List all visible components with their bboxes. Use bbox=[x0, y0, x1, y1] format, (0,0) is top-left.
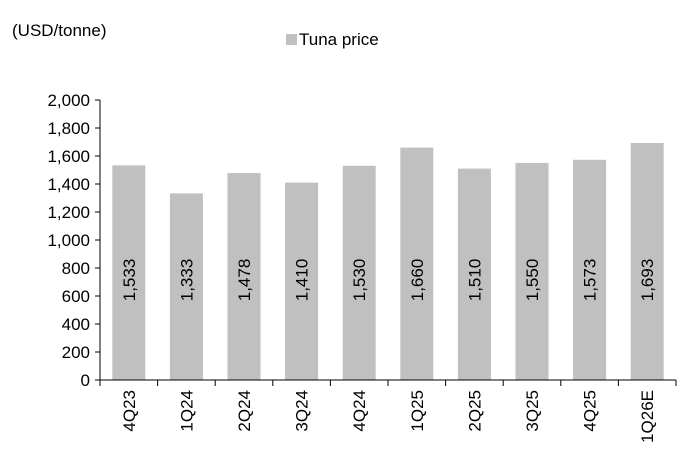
bars: 1,533 1,333 1,478 1,410 1,530 1,660 1,510 1,550… bbox=[112, 142, 664, 380]
bar-value-label: 1,478 bbox=[235, 259, 254, 302]
bar-value-label: 1,510 bbox=[465, 259, 484, 302]
bar-value-label: 1,660 bbox=[408, 259, 427, 302]
legend: Tuna price bbox=[286, 30, 379, 49]
bar bbox=[630, 142, 664, 380]
bar bbox=[400, 147, 434, 380]
legend-label: Tuna price bbox=[299, 30, 379, 49]
bar-value-label: 1,550 bbox=[523, 259, 542, 302]
y-unit-label: (USD/tonne) bbox=[12, 21, 106, 40]
bar bbox=[515, 163, 549, 380]
y-tick-label: 800 bbox=[62, 259, 90, 278]
bar-value-label: 1,410 bbox=[293, 259, 312, 302]
bar-value-label: 1,333 bbox=[177, 259, 196, 302]
y-tick-label: 1,600 bbox=[47, 147, 90, 166]
x-tick-label: 2Q25 bbox=[465, 390, 484, 432]
y-tick-label: 600 bbox=[62, 287, 90, 306]
y-tick-label: 200 bbox=[62, 343, 90, 362]
bar-value-label: 1,573 bbox=[581, 259, 600, 302]
x-tick-label: 1Q26E bbox=[638, 390, 657, 443]
bar bbox=[112, 165, 146, 380]
x-tick-label: 3Q25 bbox=[523, 390, 542, 432]
x-tick-label: 2Q24 bbox=[235, 390, 254, 432]
bar bbox=[573, 159, 607, 380]
y-tick-label: 1,000 bbox=[47, 231, 90, 250]
x-tick-label: 4Q25 bbox=[581, 390, 600, 432]
bar bbox=[342, 165, 376, 380]
bar-value-label: 1,530 bbox=[350, 259, 369, 302]
x-tick-label: 3Q24 bbox=[293, 390, 312, 432]
y-tick-label: 400 bbox=[62, 315, 90, 334]
x-axis: 4Q23 1Q24 2Q24 3Q24 4Q24 1Q25 2Q25 3Q25 4Q25 1Q26… bbox=[99, 379, 677, 443]
y-tick-label: 2,000 bbox=[47, 91, 90, 110]
bar-value-label: 1,533 bbox=[120, 259, 139, 302]
legend-swatch bbox=[286, 34, 297, 45]
x-tick-label: 4Q23 bbox=[120, 390, 139, 432]
y-tick-label: 1,200 bbox=[47, 203, 90, 222]
bar bbox=[227, 173, 261, 380]
x-tick-label: 1Q24 bbox=[177, 390, 196, 432]
bar bbox=[169, 193, 203, 380]
x-tick-label: 4Q24 bbox=[350, 390, 369, 432]
y-tick-label: 0 bbox=[81, 371, 90, 390]
y-tick-label: 1,400 bbox=[47, 175, 90, 194]
y-tick-label: 1,800 bbox=[47, 119, 90, 138]
bar bbox=[285, 182, 319, 380]
bar-value-label: 1,693 bbox=[638, 259, 657, 302]
y-axis: 0 200 400 600 800 1,000 1,200 1,400 1,600 1,800 2,… bbox=[47, 91, 101, 390]
x-tick-label: 1Q25 bbox=[408, 390, 427, 432]
bar bbox=[457, 168, 491, 380]
